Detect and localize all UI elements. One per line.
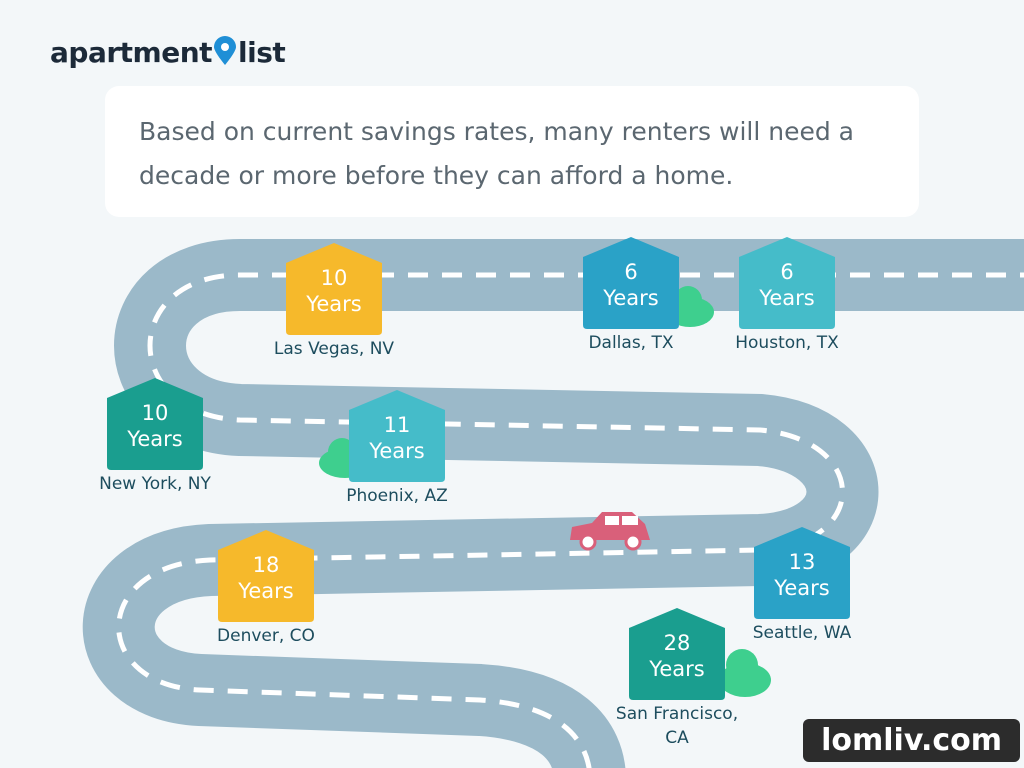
house bbox=[629, 608, 725, 700]
years-unit: Years bbox=[127, 427, 183, 451]
headline: Based on current savings rates, many ren… bbox=[139, 117, 855, 190]
years-unit: Years bbox=[603, 286, 659, 310]
city-name: Seattle, WA bbox=[752, 623, 852, 643]
years-unit: Years bbox=[759, 286, 815, 310]
years-number: 18 bbox=[252, 553, 280, 577]
house bbox=[583, 237, 679, 329]
years-unit: Years bbox=[238, 579, 294, 603]
city-name: San Francisco, CA bbox=[615, 704, 739, 748]
years-number: 28 bbox=[663, 631, 691, 655]
years-number: 6 bbox=[624, 260, 638, 284]
years-number: 10 bbox=[141, 401, 169, 425]
logo-text: apartment bbox=[50, 36, 213, 69]
years-number: 6 bbox=[780, 260, 794, 284]
house bbox=[218, 530, 314, 622]
house bbox=[107, 378, 203, 470]
house bbox=[286, 243, 382, 335]
city-name: Phoenix, AZ bbox=[346, 486, 448, 506]
years-number: 11 bbox=[383, 413, 411, 437]
years-unit: Years bbox=[649, 657, 705, 681]
car bbox=[570, 512, 650, 551]
years-unit: Years bbox=[369, 439, 425, 463]
city-name: Houston, TX bbox=[735, 333, 839, 353]
watermark: lomliv.com bbox=[803, 719, 1020, 762]
city-name: Las Vegas, NV bbox=[273, 339, 395, 359]
years-unit: Years bbox=[306, 292, 362, 316]
years-number: 10 bbox=[320, 266, 348, 290]
logo-pin bbox=[214, 36, 237, 65]
city-name: Dallas, TX bbox=[588, 333, 674, 353]
house bbox=[739, 237, 835, 329]
headline-card: Based on current savings rates, many ren… bbox=[105, 86, 919, 217]
city-name: Denver, CO bbox=[217, 626, 315, 646]
house bbox=[349, 390, 445, 482]
house bbox=[754, 527, 850, 619]
logo-text: list bbox=[238, 36, 286, 69]
road-dash bbox=[116, 272, 1024, 768]
years-unit: Years bbox=[774, 576, 830, 600]
logo: apartment list bbox=[50, 36, 286, 69]
years-number: 13 bbox=[788, 550, 816, 574]
city-name: New York, NY bbox=[99, 474, 211, 494]
